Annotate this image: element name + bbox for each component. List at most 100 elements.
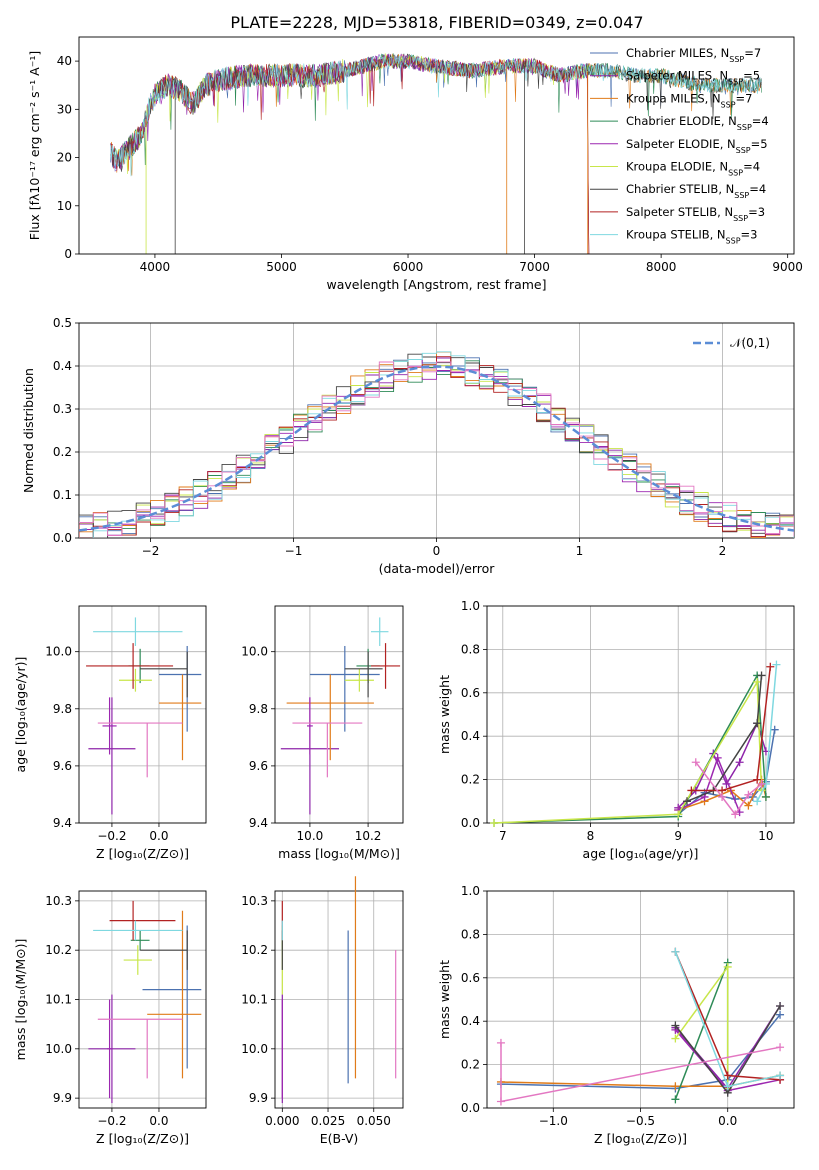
x-tick-label: 5000 (266, 260, 297, 274)
y-tick-label: 0.6 (461, 686, 480, 700)
y-tick-label: 20 (57, 151, 72, 165)
y-tick-label: 0.1 (53, 488, 72, 502)
y-tick-label: 0.4 (461, 1014, 480, 1028)
weight-marker (496, 1097, 505, 1106)
y-axis-label: Flux [fλ10⁻¹⁷ erg cm⁻² s⁻¹ A⁻¹] (27, 51, 42, 240)
data-point (97, 722, 183, 778)
x-tick-label: −0.2 (97, 829, 126, 843)
x-tick-label: 0.0 (718, 1114, 737, 1128)
y-tick-label: 0.0 (461, 816, 480, 830)
y-axis-label: mass [log₁₀(M/M⊙)] (13, 939, 28, 1061)
x-tick-label: −0.5 (626, 1114, 655, 1128)
data-point (142, 925, 202, 1069)
x-axis-label: Z [log₁₀(Z/Z⊙)] (96, 846, 189, 861)
data-point (371, 643, 401, 689)
x-tick-label: 9 (674, 829, 682, 843)
weight-marker (671, 1021, 680, 1030)
y-axis-label: age [log₁₀(age/yr)] (13, 657, 28, 773)
weight-marker (776, 1010, 785, 1019)
legend-entry: 𝒩(0,1) (730, 336, 770, 350)
legend-entry: Kroupa STELIB, NSSP=3 (626, 228, 757, 246)
age-vs-Z-axes: −0.2 0.0 9.4 9.6 9.8 10.0 Z [log₁₀(Z/Z⊙)] age [… (13, 605, 207, 861)
spectrum-series-8 (110, 54, 590, 254)
x-tick-label: 8000 (646, 260, 677, 274)
weight-marker (671, 1082, 680, 1091)
x-tick-label: 6000 (393, 260, 424, 274)
y-tick-label: 10.3 (241, 894, 268, 908)
weight-series-6 (490, 677, 766, 827)
legend-entry: Chabrier ELODIE, NSSP=4 (626, 114, 769, 132)
x-tick-label: 0.0 (149, 829, 168, 843)
mass-weight-vs-age-axes: 7 8 9 10 0.0 0.2 0.4 0.6 0.8 1.0 age [log₁₀(age/yr… (437, 599, 795, 861)
weight-series-7 (671, 1002, 785, 1097)
x-axis-label: E(B-V) (320, 1131, 359, 1146)
data-point (158, 674, 202, 761)
spectrum-legend: Chabrier MILES, NSSP=7 Salpeter MILES, NS… (590, 46, 769, 245)
x-tick-label: −1 (285, 544, 303, 558)
data-point (130, 930, 150, 951)
data-point (307, 697, 313, 755)
y-tick-label: 0.8 (461, 642, 480, 656)
data-point (140, 651, 188, 698)
age-vs-Z-plot: −0.2 0.0 9.4 9.6 9.8 10.0 Z [log₁₀(Z/Z⊙)] age [… (13, 605, 207, 861)
weight-marker (753, 775, 762, 784)
axes-frame (486, 605, 795, 824)
data-point (97, 1018, 183, 1079)
weight-series-9 (671, 947, 785, 1091)
x-axis-label: Z [log₁₀(Z/Z⊙)] (594, 1131, 687, 1146)
y-axis-label: Normed distribution (21, 368, 36, 493)
data-point (147, 910, 202, 1079)
x-tick-label: −1.0 (539, 1114, 568, 1128)
y-tick-label: 9.6 (53, 759, 72, 773)
spectrum-plot: 4000 5000 6000 7000 8000 9000 0 10 20 30 40 wavelen… (27, 36, 803, 292)
data-point (371, 617, 389, 646)
y-tick-label: 0.6 (461, 971, 480, 985)
y-tick-label: 9.9 (53, 1091, 72, 1105)
weight-marker (735, 758, 744, 767)
weight-line (493, 679, 763, 824)
data-point (309, 645, 380, 732)
x-tick-label: 8 (587, 829, 595, 843)
weight-line (686, 675, 763, 802)
x-tick-label: 0.050 (357, 1114, 391, 1128)
y-axis-label: mass weight (437, 675, 452, 754)
weight-marker (776, 1043, 785, 1052)
legend-entry: Kroupa MILES, NSSP=7 (626, 91, 752, 109)
y-tick-label: 9.8 (249, 702, 268, 716)
legend-entry: Chabrier STELIB, NSSP=4 (626, 182, 766, 200)
weight-marker (674, 810, 683, 819)
axes-frame (274, 605, 404, 824)
x-tick-label: 7000 (519, 260, 550, 274)
y-tick-label: 40 (57, 54, 72, 68)
data-point (123, 945, 152, 975)
y-tick-label: 0.8 (461, 927, 480, 941)
weight-marker (776, 1071, 785, 1080)
weight-marker (753, 797, 762, 806)
data-point (344, 668, 374, 692)
data-point (102, 697, 117, 755)
weight-marker (671, 1034, 680, 1043)
y-tick-label: 0.4 (461, 729, 480, 743)
legend-entry: Chabrier MILES, NSSP=7 (626, 46, 761, 64)
x-tick-label: 10.0 (297, 829, 324, 843)
age-vs-mass-axes: 10.0 10.2 9.4 9.6 9.8 10.0 mass [log₁₀(M/M⊙)] (241, 605, 404, 861)
y-tick-label: 10.1 (241, 993, 268, 1007)
weight-marker (753, 677, 762, 686)
x-axis-label: Z [log₁₀(Z/Z⊙)] (96, 1131, 189, 1146)
y-tick-label: 0.2 (461, 773, 480, 787)
y-tick-label: 9.6 (249, 759, 268, 773)
histogram-steps (79, 351, 794, 538)
y-tick-label: 0.2 (53, 445, 72, 459)
x-tick-label: 0.025 (311, 1114, 345, 1128)
legend-entry: Salpeter MILES, NSSP=5 (626, 69, 760, 87)
data-point (140, 930, 188, 970)
data-point (86, 643, 174, 689)
mass-vs-Z-plot: −0.2 0.0 9.9 10.0 10.1 10.2 10.3 Z [log₁₀(Z/Z⊙)… (13, 890, 207, 1146)
x-tick-label: −2 (142, 544, 160, 558)
y-tick-label: 10.3 (45, 894, 72, 908)
spectrum-series-9 (110, 54, 762, 177)
weight-marker (757, 779, 766, 788)
y-tick-label: 9.9 (249, 1091, 268, 1105)
mass-vs-EBV-plot: 0.000 0.025 0.050 9.9 10.0 10.1 10.2 10.3 E(B-V) (241, 876, 404, 1146)
data-point (107, 999, 112, 1099)
